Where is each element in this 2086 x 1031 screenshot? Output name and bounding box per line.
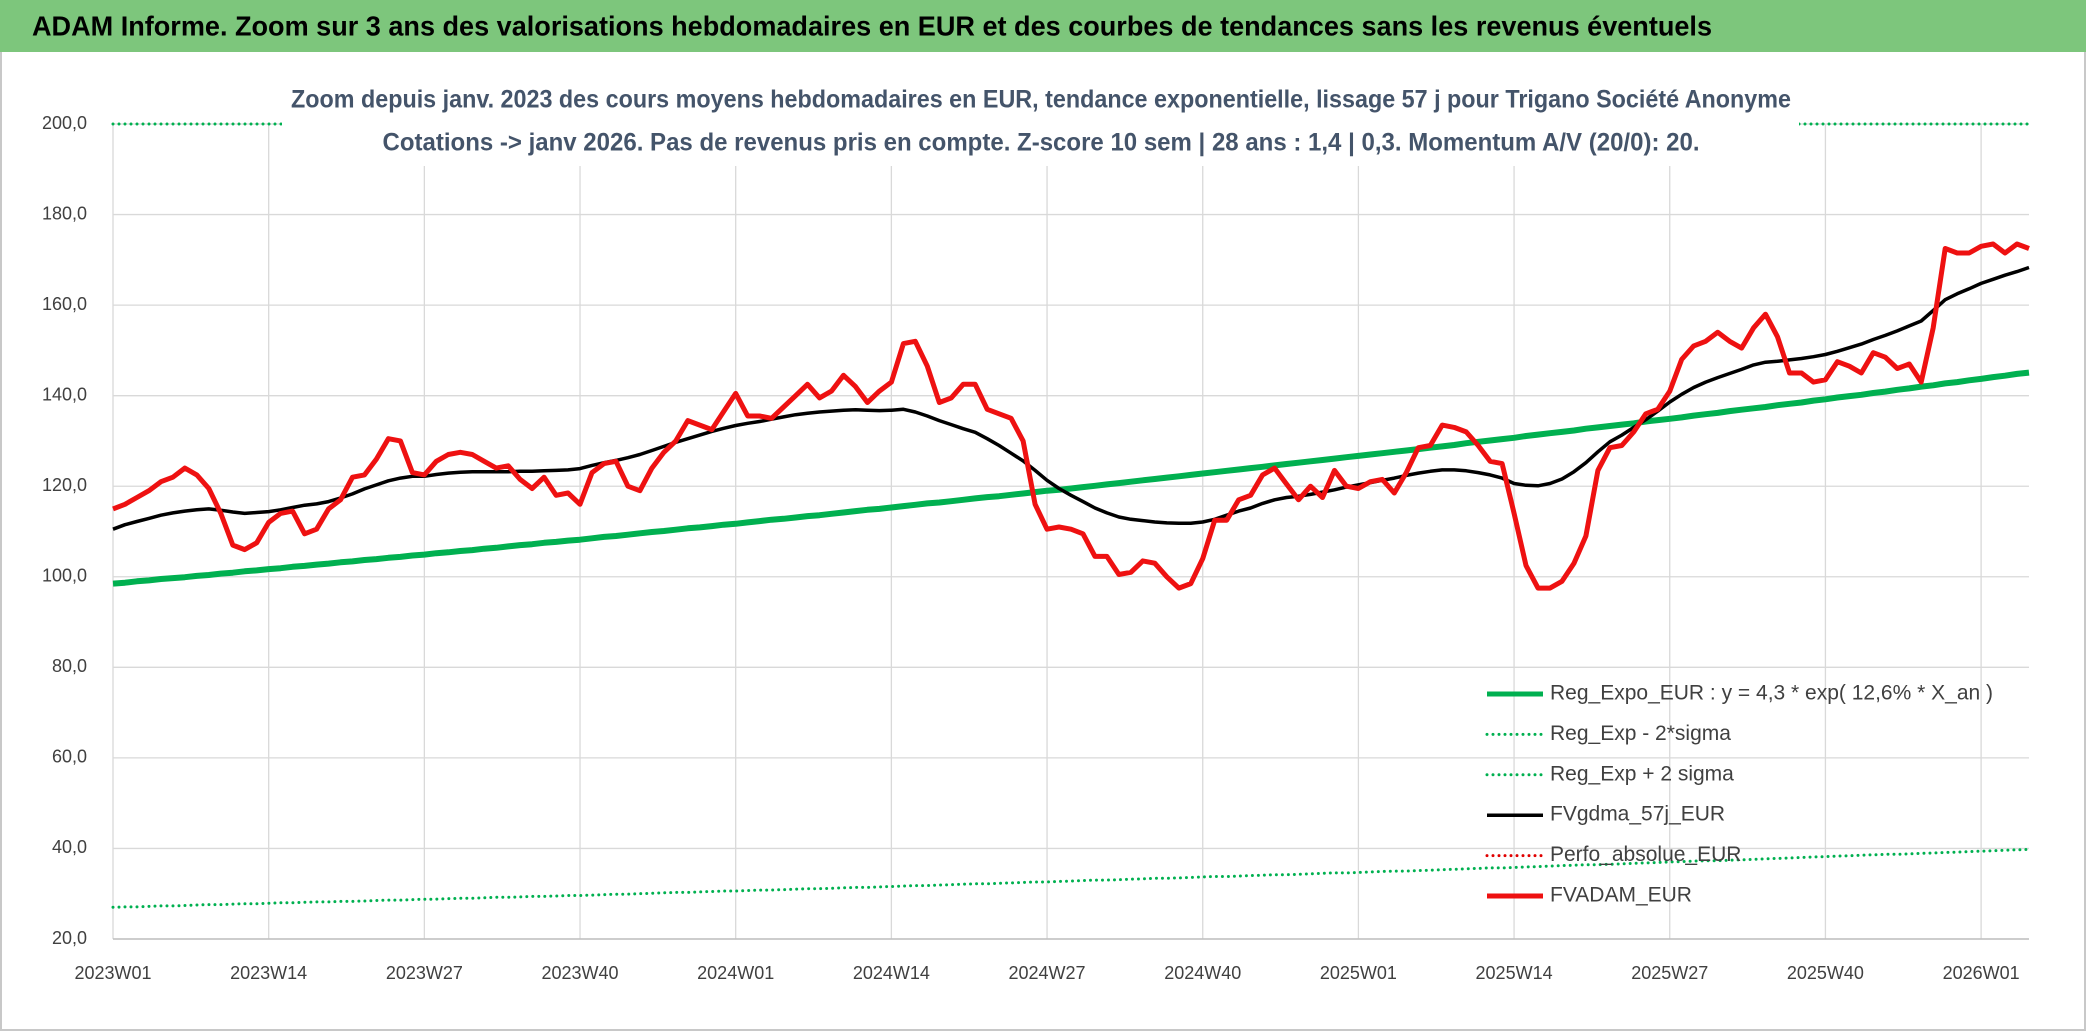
x-tick-label: 2023W14 xyxy=(230,963,307,983)
plot-area: 20,0 40,0 60,0 80,0 100,0 120,0 140,0 160,0 180,… xyxy=(42,84,2031,983)
legend-label: Reg_Exp + 2 sigma xyxy=(1550,762,1734,785)
x-tick-label: 2025W14 xyxy=(1476,963,1553,983)
header-band xyxy=(0,0,2086,52)
y-tick-label: 120,0 xyxy=(42,475,87,495)
series-line xyxy=(112,369,2030,587)
x-tick-label: 2025W40 xyxy=(1787,963,1864,983)
y-tick-label: 180,0 xyxy=(42,203,87,223)
x-tick-label: 2023W40 xyxy=(541,963,618,983)
y-tick-label: 140,0 xyxy=(42,384,87,404)
series-line xyxy=(112,265,2030,531)
x-tick-label: 2024W01 xyxy=(697,963,774,983)
y-tick-label: 160,0 xyxy=(42,294,87,314)
series-line xyxy=(111,847,2031,909)
legend-label: FVADAM_EUR xyxy=(1550,884,1692,907)
x-tick-label: 2026W01 xyxy=(1943,963,2020,983)
title-background xyxy=(282,84,1799,166)
y-tick-label: 20,0 xyxy=(52,928,87,948)
y-tick-label: 60,0 xyxy=(52,747,87,767)
chart-title: Zoom depuis janv. 2023 des cours moyens … xyxy=(291,86,1791,114)
x-tick-label: 2024W40 xyxy=(1164,963,1241,983)
legend-label: FVgdma_57j_EUR xyxy=(1550,803,1725,826)
y-tick-label: 100,0 xyxy=(42,566,87,586)
legend-label: Perfo_absolue_EUR xyxy=(1550,843,1741,866)
y-tick-label: 40,0 xyxy=(52,837,87,857)
y-tick-label: 80,0 xyxy=(52,656,87,676)
x-tick-label: 2024W14 xyxy=(853,963,930,983)
legend-label: Reg_Expo_EUR : y = 4,3 * exp( 12,6% * X_… xyxy=(1550,682,1993,705)
legend-label: Reg_Exp - 2*sigma xyxy=(1550,722,1731,745)
x-tick-label: 2025W01 xyxy=(1320,963,1397,983)
x-tick-label: 2023W27 xyxy=(386,963,463,983)
header-title: ADAM Informe. Zoom sur 3 ans des valoris… xyxy=(32,10,1712,41)
chart-subtitle: Cotations -> janv 2026. Pas de revenus p… xyxy=(383,129,1700,157)
x-tick-label: 2025W27 xyxy=(1631,963,1708,983)
y-tick-label: 200,0 xyxy=(42,113,87,133)
series-line xyxy=(112,241,2030,591)
x-tick-label: 2023W01 xyxy=(74,963,151,983)
x-tick-label: 2024W27 xyxy=(1009,963,1086,983)
